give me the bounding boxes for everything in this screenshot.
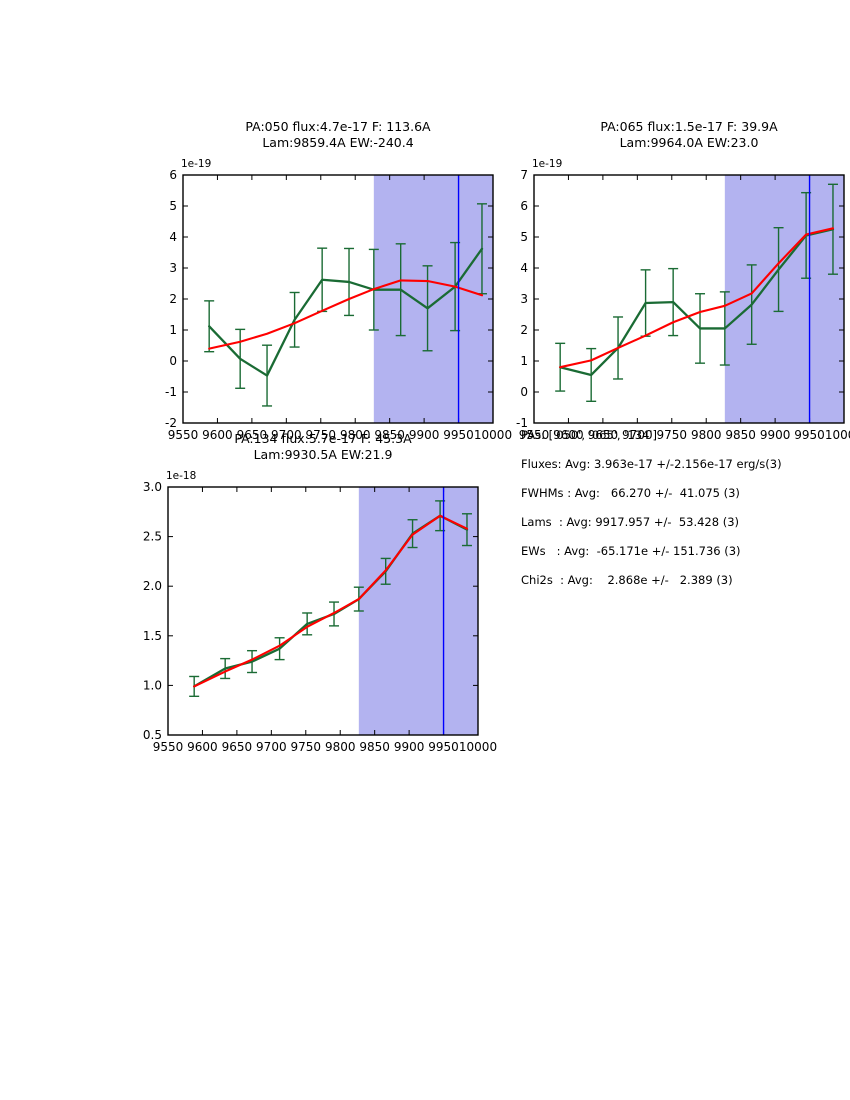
x-tick-label: 9600 (202, 428, 233, 442)
y-tick-label: 2 (169, 292, 177, 306)
y-tick-label: 3.0 (143, 480, 162, 494)
chart-title: PA:065 flux:1.5e-17 F: 39.9A (600, 119, 778, 134)
chart-title: PA:134 flux:5.7e-17 F: 45.3A (234, 431, 412, 446)
x-tick-label: 9950 (428, 740, 459, 754)
chart-title: PA:050 flux:4.7e-17 F: 113.6A (245, 119, 431, 134)
y-tick-label: 0.5 (143, 728, 162, 742)
x-tick-label: 9900 (394, 740, 425, 754)
x-tick-label: 9650 (588, 428, 619, 442)
fit-curve (559, 227, 835, 369)
data-curve (208, 247, 484, 377)
shaded-wavelength-region (373, 175, 493, 423)
x-tick-label: 9900 (409, 428, 440, 442)
x-tick-label: 9900 (760, 428, 791, 442)
summary-line-fwhms: FWHMs : Avg: 66.270 +/- 41.075 (3) (521, 486, 740, 500)
x-tick-label: 9750 (657, 428, 688, 442)
y-tick-label: 2.0 (143, 579, 162, 593)
x-tick-label: 9800 (340, 428, 371, 442)
chart-subtitle: Lam:9859.4A EW:-240.4 (262, 135, 413, 150)
x-tick-label: 9650 (237, 428, 268, 442)
y-tick-label: 1 (520, 354, 528, 368)
y-tick-label: 7 (520, 168, 528, 182)
axis-exponent-label: 1e-18 (166, 470, 196, 482)
x-tick-label: 9700 (622, 428, 653, 442)
y-tick-label: 1.0 (143, 678, 162, 692)
axes-frame (182, 174, 494, 424)
fit-curve (193, 514, 469, 688)
plot-panel-pa-050[interactable]: PA:050 flux:4.7e-17 F: 113.6A Lam:9859.4A… (115, 113, 515, 476)
axes-frame (533, 174, 845, 424)
y-tick-label: 2.5 (143, 530, 162, 544)
errorbar-group (204, 203, 487, 407)
y-tick-label: 6 (169, 168, 177, 182)
chart-subtitle: Lam:9964.0A EW:23.0 (620, 135, 759, 150)
x-tick-label: 9650 (222, 740, 253, 754)
y-tick-label: 4 (169, 230, 177, 244)
x-tick-label: 10000 (474, 428, 512, 442)
x-tick-label: 9550 (519, 428, 550, 442)
y-tick-label: 0 (520, 385, 528, 399)
x-tick-label: 9850 (725, 428, 756, 442)
x-tick-label: 9850 (359, 740, 390, 754)
fit-curve (208, 279, 484, 350)
x-tick-label: 9600 (553, 428, 584, 442)
y-tick-label: 0 (169, 354, 177, 368)
x-tick-label: 9750 (291, 740, 322, 754)
x-tick-label: 9800 (691, 428, 722, 442)
shaded-wavelength-region (724, 175, 844, 423)
chart-svg: PA:134 flux:5.7e-17 F: 45.3ALam:9930.5A … (143, 431, 497, 754)
x-tick-label: 10000 (459, 740, 497, 754)
x-tick-label: 9950 (443, 428, 474, 442)
summary-line-lams: Lams : Avg: 9917.957 +/- 53.428 (3) (521, 515, 740, 529)
axis-exponent-label: 1e-19 (181, 158, 211, 170)
y-tick-label: 5 (520, 230, 528, 244)
shaded-wavelength-region (358, 487, 478, 735)
summary-line-fluxes: Fluxes: Avg: 3.963e-17 +/-2.156e-17 erg/… (521, 457, 782, 471)
chart-svg: PA:050 flux:4.7e-17 F: 113.6ALam:9859.4A… (165, 119, 512, 442)
x-tick-label: 9700 (271, 428, 302, 442)
y-tick-label: 5 (169, 199, 177, 213)
x-tick-label: 9850 (374, 428, 405, 442)
plot-panel-pa-134[interactable]: PA:134 flux:5.7e-17 F: 45.3A Lam:9930.5A … (100, 425, 500, 788)
y-tick-label: 3 (169, 261, 177, 275)
x-tick-label: 10000 (825, 428, 850, 442)
y-tick-label: 2 (520, 323, 528, 337)
axes-frame (167, 486, 479, 736)
x-tick-label: 9550 (168, 428, 199, 442)
x-tick-label: 9950 (794, 428, 825, 442)
data-curve (559, 228, 835, 377)
y-tick-label: 1 (169, 323, 177, 337)
axis-exponent-label: 1e-19 (532, 158, 562, 170)
y-tick-label: 4 (520, 261, 528, 275)
y-tick-label: -1 (516, 416, 528, 430)
summary-line-pas: PAs: ['050', '065', '134'] (521, 428, 658, 442)
chart-svg: PA:065 flux:1.5e-17 F: 39.9ALam:9964.0A … (516, 119, 850, 442)
x-tick-label: 9700 (256, 740, 287, 754)
y-tick-label: 6 (520, 199, 528, 213)
x-tick-label: 9750 (306, 428, 337, 442)
y-tick-label: -1 (165, 385, 177, 399)
summary-line-ews: EWs : Avg: -65.171e +/- 151.736 (3) (521, 544, 741, 558)
plot-panel-pa-065[interactable]: PA:065 flux:1.5e-17 F: 39.9A Lam:9964.0A … (466, 113, 850, 476)
x-tick-label: 9550 (153, 740, 184, 754)
y-tick-label: 3 (520, 292, 528, 306)
x-tick-label: 9600 (187, 740, 218, 754)
summary-text-block: PAs: ['050', '065', '134'] Fluxes: Avg: … (521, 428, 831, 604)
y-tick-label: 1.5 (143, 629, 162, 643)
x-tick-label: 9800 (325, 740, 356, 754)
y-tick-label: -2 (165, 416, 177, 430)
chart-subtitle: Lam:9930.5A EW:21.9 (254, 447, 393, 462)
summary-line-chi2s: Chi2s : Avg: 2.868e +/- 2.389 (3) (521, 573, 733, 587)
